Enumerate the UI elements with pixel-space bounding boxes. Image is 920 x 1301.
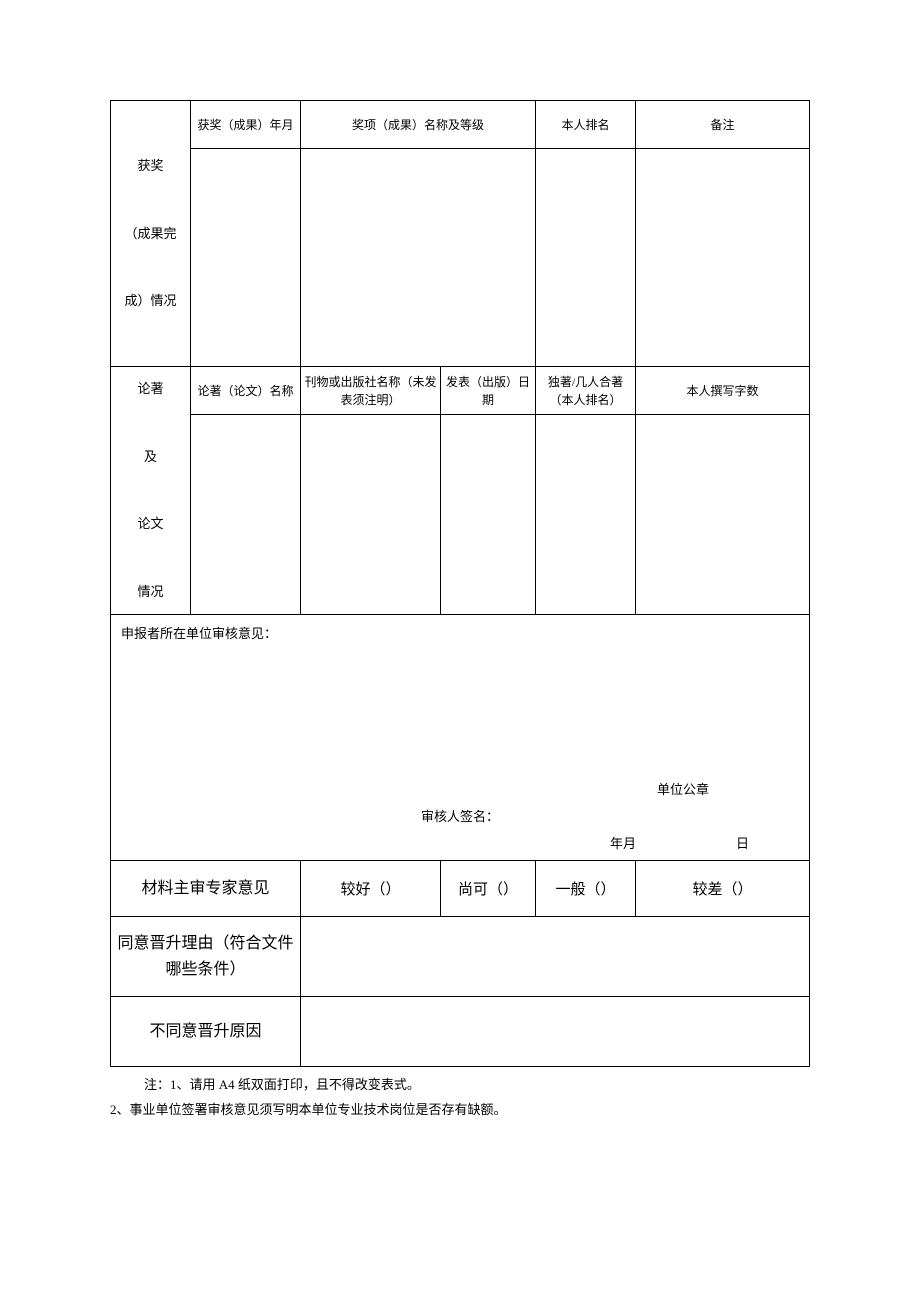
note-line-1: 注：1、请用 A4 纸双面打印，且不得改变表式。: [110, 1073, 810, 1098]
date-line: 年月 日: [610, 833, 749, 852]
awards-header-note: 备注: [636, 101, 810, 149]
unit-opinion-box[interactable]: 申报者所在单位审核意见： 单位公章 审核人签名： 年月 日: [111, 615, 810, 861]
reviewer-sign-label: 审核人签名：: [111, 806, 809, 825]
agree-reason-label: 同意晋升理由（符合文件哪些条件）: [111, 917, 301, 997]
unit-opinion-title: 申报者所在单位审核意见：: [121, 626, 277, 641]
awards-table: 获奖（成果完成）情况 获奖（成果）年月 奖项（成果）名称及等级 本人排名 备注 …: [110, 100, 810, 1067]
rating-good[interactable]: 较好（）: [301, 861, 441, 917]
rating-ok[interactable]: 尚可（）: [441, 861, 536, 917]
date-month-label: 月: [623, 836, 636, 851]
agree-reason-cell[interactable]: [301, 917, 810, 997]
awards-cell-rank[interactable]: [536, 149, 636, 367]
awards-cell-date[interactable]: [191, 149, 301, 367]
awards-header-name: 奖项（成果）名称及等级: [301, 101, 536, 149]
rating-poor[interactable]: 较差（）: [636, 861, 810, 917]
date-day-label: 日: [736, 836, 749, 851]
awards-cell-note[interactable]: [636, 149, 810, 367]
rating-avg[interactable]: 一般（）: [536, 861, 636, 917]
date-year-label: 年: [610, 836, 623, 851]
page-container: 获奖（成果完成）情况 获奖（成果）年月 奖项（成果）名称及等级 本人排名 备注 …: [110, 100, 810, 1122]
note-line-2: 2、事业单位签署审核意见须写明本单位专业技术岗位是否存有缺额。: [110, 1098, 810, 1123]
papers-cell-date[interactable]: [441, 415, 536, 615]
disagree-reason-cell[interactable]: [301, 997, 810, 1067]
papers-cell-words[interactable]: [636, 415, 810, 615]
awards-row-label: 获奖（成果完成）情况: [111, 101, 191, 367]
papers-header-publisher: 刊物或出版社名称（未发表须注明）: [301, 367, 441, 415]
papers-header-date: 发表（出版）日期: [441, 367, 536, 415]
awards-header-rank: 本人排名: [536, 101, 636, 149]
seal-label: 单位公章: [657, 779, 709, 798]
footer-notes: 注：1、请用 A4 纸双面打印，且不得改变表式。 2、事业单位签署审核意见须写明…: [110, 1073, 810, 1122]
papers-header-title: 论著（论文）名称: [191, 367, 301, 415]
disagree-reason-label: 不同意晋升原因: [111, 997, 301, 1067]
awards-cell-name[interactable]: [301, 149, 536, 367]
papers-header-words: 本人撰写字数: [636, 367, 810, 415]
expert-opinion-label: 材料主审专家意见: [111, 861, 301, 917]
papers-header-author: 独著/几人合著（本人排名）: [536, 367, 636, 415]
papers-cell-author[interactable]: [536, 415, 636, 615]
awards-header-date: 获奖（成果）年月: [191, 101, 301, 149]
papers-cell-publisher[interactable]: [301, 415, 441, 615]
papers-row-label: 论著及论文情况: [111, 367, 191, 615]
papers-cell-title[interactable]: [191, 415, 301, 615]
